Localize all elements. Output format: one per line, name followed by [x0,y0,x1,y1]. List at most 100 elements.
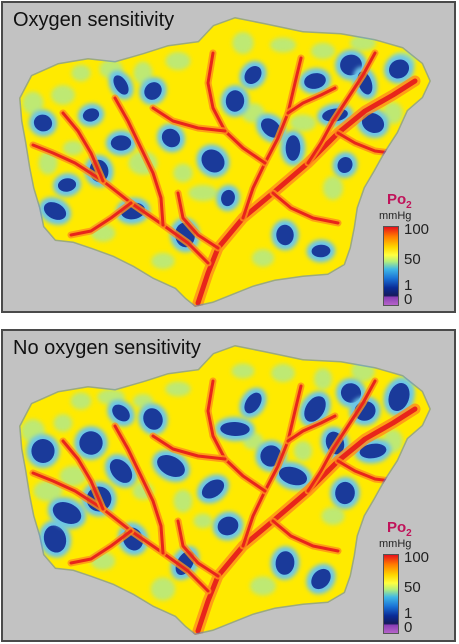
moderate-po2-zone [151,252,175,270]
moderate-po2-zone [321,507,345,525]
moderate-po2-zone [188,185,218,201]
blood-vessel [176,519,220,578]
tissue-map-group [19,345,431,635]
hypoxic-zone [110,135,132,151]
moderate-po2-zone [250,576,276,596]
hypoxic-zone [157,455,185,477]
moderate-po2-zone [231,363,255,379]
hypoxic-zone [311,244,331,258]
legend-title: Po2 [387,519,412,539]
blood-vessel [306,379,377,493]
hypoxic-zone [260,118,282,138]
moderate-po2-zone [271,363,295,383]
moderate-po2-zone [133,61,153,85]
moderate-po2-zone [150,577,176,601]
hypoxic-zone [79,431,103,455]
moderate-po2-zone [293,440,313,462]
blood-vessel [206,379,267,493]
panel-title: Oxygen sensitivity [13,9,175,31]
hypoxic-zone [31,439,55,463]
hypoxic-zone [311,568,331,590]
tissue-map-group [19,17,431,307]
hypoxic-zone [201,479,225,499]
blood-vessel [195,78,418,306]
hypoxic-zone [221,189,235,207]
moderate-po2-zone [173,163,193,183]
moderate-po2-zone [383,102,403,124]
moderate-po2-zone [165,51,191,71]
blood-vessel [176,191,220,250]
moderate-po2-zone [251,249,275,267]
moderate-po2-zone [232,32,254,54]
hypoxic-zone [361,113,385,133]
hypoxic-zone [109,459,133,483]
legend-tick-1: 1 [404,277,413,294]
legend-tick-50: 50 [404,251,421,268]
moderate-po2-zone [173,489,193,513]
moderate-po2-zone [193,513,213,529]
po2-legend: Po2 mmHg 100 50 1 0 [371,519,453,637]
legend-title: Po2 [387,191,412,211]
blood-vessel [306,51,377,165]
blood-vessel [336,131,393,155]
blood-vessel [206,51,267,165]
blood-vessel [271,191,340,225]
legend-unit: mmHg [379,210,412,222]
tissue-edge [19,345,431,635]
po2-map [19,17,431,307]
hypoxic-zone [144,82,162,100]
legend-colorbar [383,226,399,306]
blood-vessel [69,201,133,237]
blood-vessel [336,459,393,483]
blood-vessel [195,406,418,634]
moderate-po2-zone [51,85,75,105]
hypoxic-zone [244,392,262,414]
blood-vessel [151,106,227,133]
moderate-po2-zone [165,381,191,397]
hypoxic-zone [276,224,294,246]
hypoxic-zone [112,404,130,422]
blood-vessel [151,434,227,461]
hypoxic-zone [388,382,410,412]
blood-vessel [113,424,165,555]
legend-tick-50: 50 [404,579,421,596]
hypoxic-zone [225,90,245,112]
blood-vessel [271,519,340,553]
moderate-po2-zone [71,64,91,82]
hypoxic-zone [43,202,67,220]
hypoxic-zone [113,75,129,95]
tissue-edge [19,17,431,307]
panel-oxygen-sensitivity: Oxygen sensitivity Po2 mmHg 100 50 1 0 [1,1,456,313]
moderate-po2-zone [53,414,73,432]
legend-colorbar [383,554,399,634]
hypoxic-zone [82,108,100,122]
legend-tick-1: 1 [404,605,413,622]
moderate-po2-zone [59,465,87,487]
hypoxic-zone [161,128,181,148]
hypoxic-zone [285,135,301,161]
hypoxic-zone [337,157,353,173]
blood-vessel [31,471,210,593]
legend-tick-100: 100 [404,549,430,566]
moderate-po2-zone [311,42,335,60]
hypoxic-zone [201,149,225,173]
hypoxic-zone [220,421,250,437]
legend-unit: mmHg [379,538,412,550]
moderate-po2-zone [270,37,296,53]
hypoxic-zone [33,114,53,132]
blood-vessel [61,439,105,511]
blood-vessel [241,384,303,548]
hypoxic-zone [43,525,67,553]
blood-vessel [113,96,165,227]
hypoxic-zone [388,59,410,79]
moderate-po2-zone [70,392,92,410]
moderate-po2-zone [22,91,44,115]
blood-vessel [286,414,337,443]
po2-legend: Po2 mmHg 100 50 1 0 [371,191,453,309]
panel-no-oxygen-sensitivity: No oxygen sensitivity Po2 mmHg 100 50 1 … [1,329,456,642]
panel-title: No oxygen sensitivity [13,337,201,359]
hypoxic-zone [52,502,82,524]
legend-tick-0: 0 [404,619,413,636]
hypoxic-zone [244,65,262,85]
moderate-po2-zone [38,151,58,175]
